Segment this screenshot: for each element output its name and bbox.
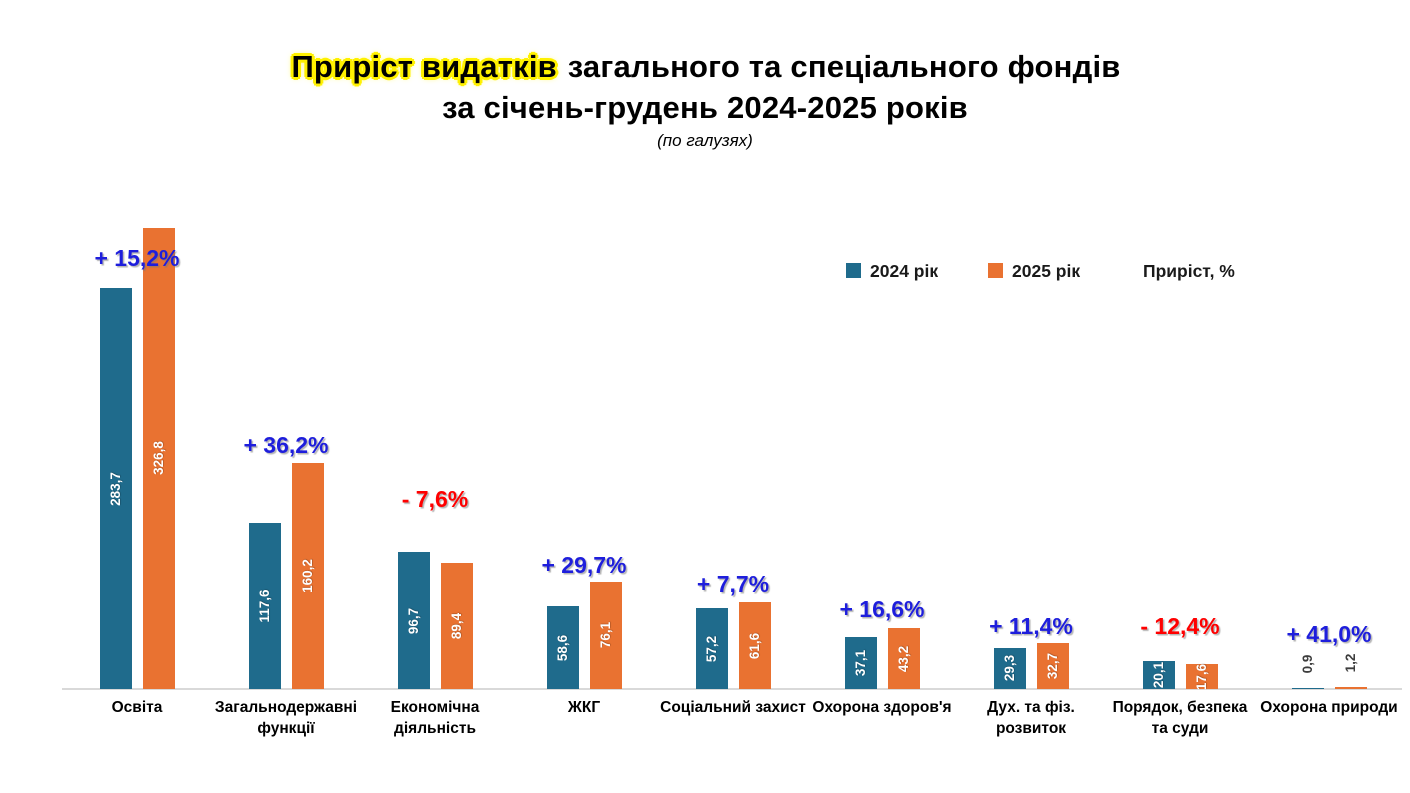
bar-value-label: 37,1: [852, 649, 868, 676]
category-label: Дух. та фіз. розвиток: [987, 699, 1075, 737]
bar-value-label: 326,8: [150, 441, 166, 476]
title-highlight: Приріст видатків: [291, 49, 557, 84]
legend-label-2025: 2025 рік: [1012, 261, 1081, 281]
bar-2025: [738, 602, 771, 689]
bar-2025: [440, 562, 473, 689]
title-line-2: за січень-грудень 2024-2025 років: [442, 90, 968, 125]
legend-label-growth: Приріст, %: [1143, 261, 1235, 281]
bar-value-label: 61,6: [746, 632, 762, 659]
category-label: Охорона здоров'я: [812, 699, 952, 716]
growth-label: + 15,2%: [94, 245, 180, 271]
bar-value-label: 117,6: [256, 589, 272, 623]
bar-2024: [993, 647, 1026, 689]
bar-2025: [1334, 687, 1367, 689]
bar-2024: [1291, 687, 1324, 689]
legend-item-2025: 2025 рік: [988, 261, 1080, 282]
bar-2024: [397, 552, 430, 689]
title-rest: загального та спеціального фондів: [558, 49, 1121, 84]
category-label: Соціальний захист: [660, 699, 806, 716]
bar-value-label: 32,7: [1044, 652, 1060, 680]
bar-value-label: 57,2: [703, 635, 719, 662]
growth-label: + 7,7%: [696, 571, 770, 597]
bar-value-label: 283,7: [107, 471, 123, 506]
bar-2024: [99, 288, 132, 689]
category-label: ЖКГ: [567, 699, 601, 716]
x-axis-line: [62, 688, 1402, 690]
legend-swatch-2025: [988, 263, 1003, 278]
legend: 2024 рік 2025 рік Приріст, %: [0, 261, 1410, 289]
chart-subtitle: (по галузях): [657, 131, 753, 150]
bar-value-label: 160,2: [299, 559, 315, 593]
growth-label: + 11,4%: [989, 613, 1073, 639]
bar-2025: [1185, 664, 1218, 689]
growth-label: + 29,7%: [541, 552, 627, 578]
category-label: Економічна діяльність: [390, 699, 480, 737]
legend-item-growth: Приріст, %: [1143, 261, 1235, 282]
chart-title: Приріст видатків загального та спеціальн…: [0, 46, 1410, 151]
title-line-1: Приріст видатків загального та спеціальн…: [0, 46, 1410, 87]
bar-2025: [1036, 642, 1069, 689]
bar-value-label: 96,7: [405, 607, 421, 634]
growth-label: - 12,4%: [1140, 613, 1220, 639]
bar-value-label: 43,2: [895, 645, 911, 672]
growth-label: + 16,6%: [839, 596, 925, 622]
bar-2024: [248, 522, 281, 689]
legend-label-2024: 2024 рік: [870, 261, 939, 281]
bar-value-label: 76,1: [597, 622, 613, 649]
bar-2024: [1142, 660, 1175, 689]
bar-value-label: 58,6: [554, 634, 570, 661]
category-label: Охорона природи: [1260, 699, 1398, 716]
bar-2024: [546, 606, 579, 689]
category-label: Загальнодержавні функції: [214, 699, 358, 737]
legend-item-2024: 2024 рік: [846, 261, 938, 282]
bar-2025: [291, 462, 324, 689]
bar-value-label: 89,4: [448, 612, 464, 640]
category-label: Порядок, безпека та суди: [1112, 699, 1248, 737]
bar-2025: [589, 581, 622, 689]
category-label: Освіта: [111, 699, 163, 716]
bar-2025: [142, 227, 175, 689]
growth-label: + 41,0%: [1286, 621, 1372, 647]
growth-label: - 7,6%: [401, 486, 469, 512]
bar-2025: [887, 628, 920, 689]
legend-swatch-2024: [846, 263, 861, 278]
bar-2024: [844, 636, 877, 689]
bar-2024: [695, 608, 728, 689]
bar-value-label: 29,3: [1001, 655, 1017, 682]
growth-label: + 36,2%: [243, 432, 329, 458]
